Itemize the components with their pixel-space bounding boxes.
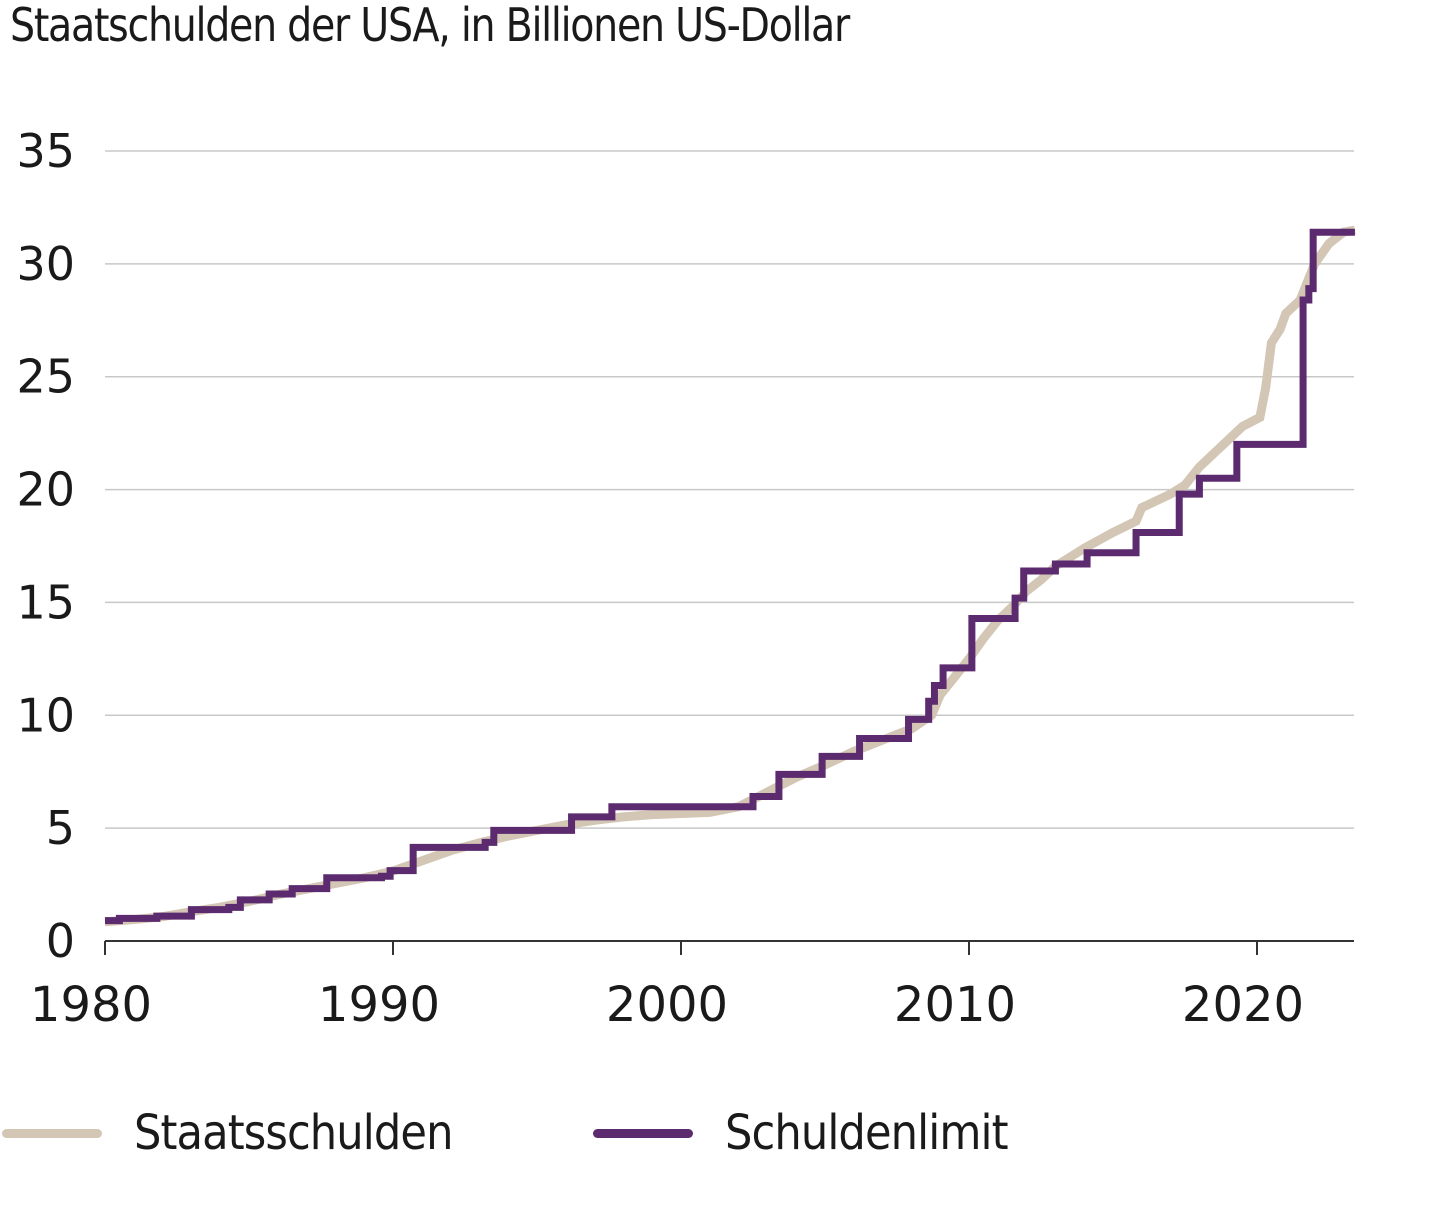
x-tick-label: 2010 (894, 977, 1016, 1033)
legend-item-staatsschulden: Staatsschulden (2, 1100, 488, 1166)
legend-item-schuldenlimit: Schuldenlimit (593, 1100, 1039, 1166)
chart-title: Staatschulden der USA, in Billionen US-D… (10, 0, 850, 52)
series-line-schuldenlimit (105, 228, 1355, 925)
legend-label-schuldenlimit: Schuldenlimit (725, 1105, 1009, 1161)
legend: Staatsschulden Schuldenlimit (0, 1100, 1440, 1170)
legend-swatch-schuldenlimit (593, 1128, 693, 1138)
gridlines (105, 150, 1354, 829)
y-tick-label: 25 (16, 350, 75, 404)
y-tick-label: 15 (16, 575, 75, 629)
x-tick-label: 1980 (30, 977, 152, 1033)
series (104, 225, 1356, 927)
x-tick-label: 1990 (318, 977, 440, 1033)
x-tick-label: 2020 (1182, 977, 1304, 1033)
y-tick-label: 20 (16, 463, 75, 517)
y-tick-label: 35 (16, 124, 75, 178)
x-axis-ticks: 1980 1990 2000 2010 2020 (30, 941, 1304, 1033)
x-tick-label: 2000 (606, 977, 728, 1033)
legend-swatch-staatsschulden (2, 1128, 102, 1138)
y-tick-label: 5 (46, 801, 75, 855)
y-tick-label: 30 (16, 237, 75, 291)
chart-plot: 0 5 10 15 20 25 30 35 1980 1990 2000 2010 2020 (16, 124, 1356, 1033)
series-line-staatsschulden (104, 225, 1356, 927)
y-tick-label: 10 (16, 688, 75, 742)
legend-label-staatsschulden: Staatsschulden (134, 1105, 453, 1161)
y-axis-ticks: 0 5 10 15 20 25 30 35 (16, 124, 75, 968)
y-tick-label: 0 (46, 914, 75, 968)
